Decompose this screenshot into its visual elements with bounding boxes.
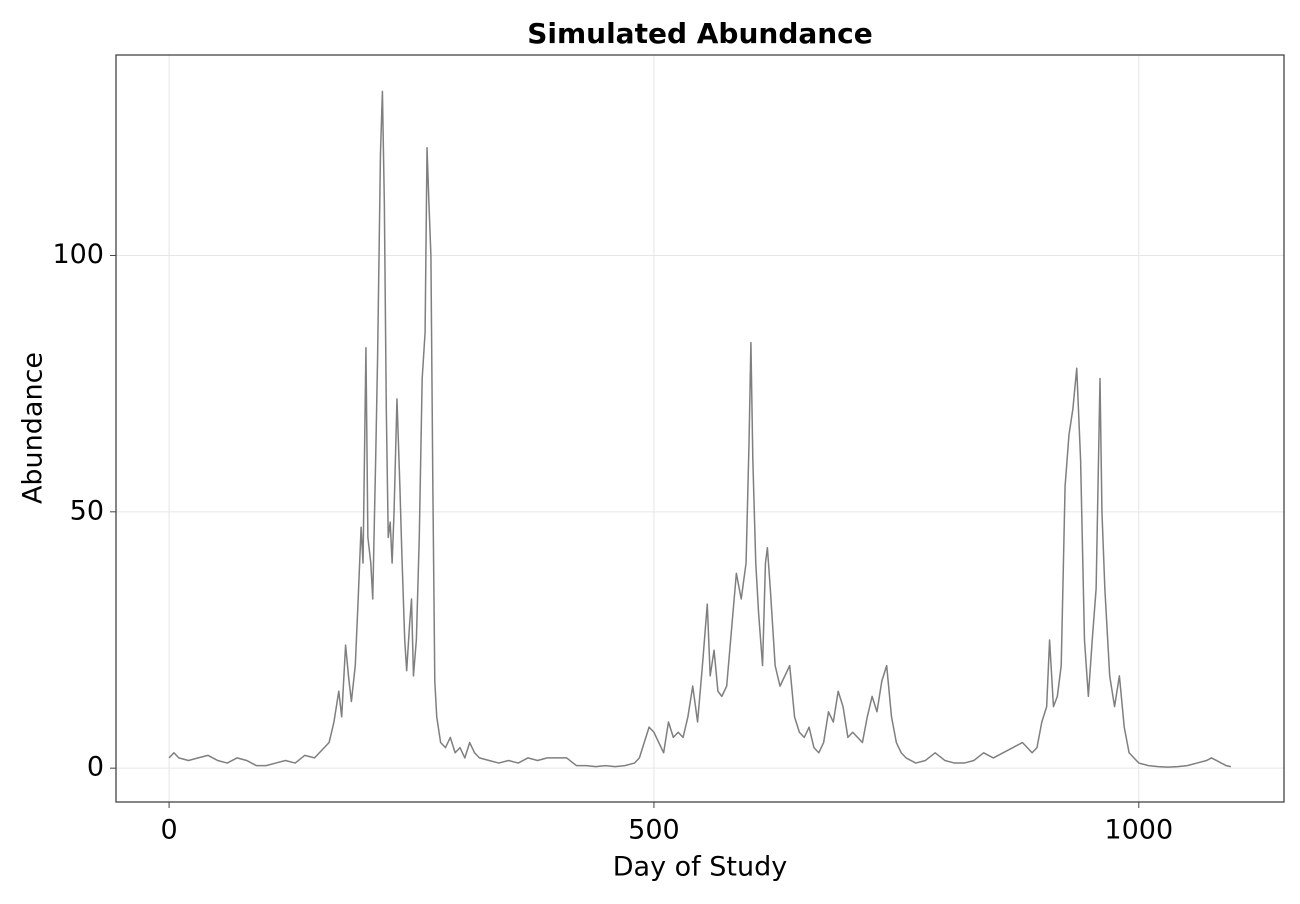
x-tick-label: 1000 (1104, 815, 1173, 846)
data-line (168, 90, 1232, 768)
y-tick-label: 50 (70, 495, 104, 526)
y-axis-label: Abundance (18, 352, 49, 504)
plot-frame (115, 54, 1285, 803)
y-tick-label: 0 (87, 752, 104, 783)
chart-title: Simulated Abundance (527, 17, 873, 50)
x-tick-label: 500 (628, 815, 680, 846)
x-axis-label: Day of Study (613, 852, 787, 883)
x-tick-label: 0 (160, 815, 177, 846)
y-tick-label: 100 (52, 239, 104, 270)
